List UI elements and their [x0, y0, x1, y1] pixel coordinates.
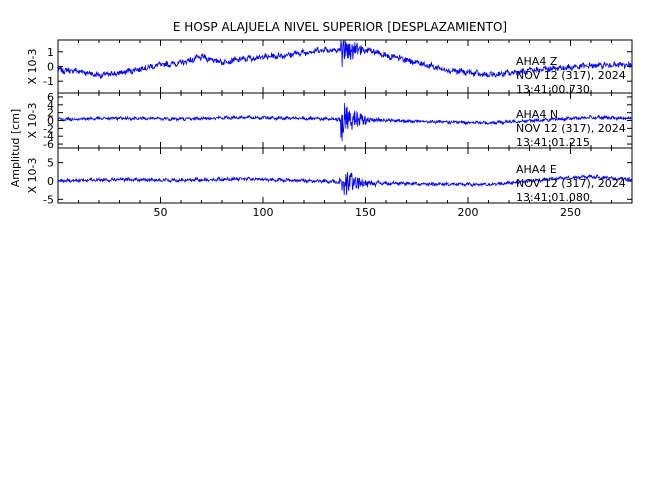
x-tick-label: 200 [458, 206, 479, 219]
y-tick-label: 1 [47, 46, 54, 59]
x-tick-label: 250 [560, 206, 581, 219]
date-label: NOV 12 (317), 2024 [516, 122, 626, 135]
x-tick-label: 50 [154, 206, 168, 219]
y-tick-label: 0 [47, 115, 54, 128]
y-tick-label: -4 [43, 130, 54, 143]
station-label: AHA4 Z [516, 55, 558, 68]
chart-title: E HOSP ALAJUELA NIVEL SUPERIOR [DESPLAZA… [173, 20, 507, 34]
time-label: 13:41:00.730 [516, 83, 590, 96]
time-label: 13:41:01.080 [516, 191, 590, 204]
time-label: 13:41:01.215 [516, 136, 590, 149]
trace-line-z [57, 39, 633, 79]
date-label: NOV 12 (317), 2024 [516, 69, 626, 82]
trace-line-e [57, 171, 633, 196]
x-tick-label: 100 [253, 206, 274, 219]
y-tick-label: 2 [47, 107, 54, 120]
x-tick-label: 150 [355, 206, 376, 219]
y-tick-label: -1 [43, 75, 54, 88]
y-tick-label: -2 [43, 122, 54, 135]
date-label: NOV 12 (317), 2024 [516, 177, 626, 190]
y-tick-label: 6 [47, 91, 54, 104]
y-tick-label: -5 [43, 193, 54, 206]
station-label: AHA4 N [516, 108, 558, 121]
y-scale-label: X 10-3 [26, 103, 39, 139]
y-tick-label: 0 [47, 175, 54, 188]
y-tick-label: 5 [47, 157, 54, 170]
y-tick-label: 4 [47, 99, 54, 112]
y-axis-label: Amplitud [cm] [9, 109, 22, 187]
y-tick-label: -6 [43, 138, 54, 151]
trace-line-n [57, 102, 633, 142]
y-scale-label: X 10-3 [26, 49, 39, 85]
y-scale-label: X 10-3 [26, 158, 39, 194]
station-label: AHA4 E [516, 163, 557, 176]
y-tick-label: 0 [47, 61, 54, 74]
